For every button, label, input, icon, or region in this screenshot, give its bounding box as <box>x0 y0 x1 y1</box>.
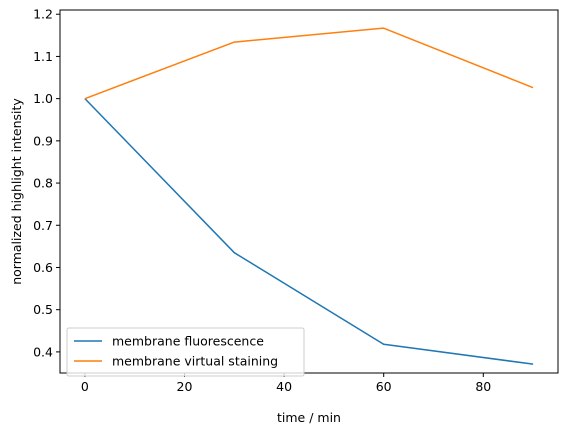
y-tick-label: 0.9 <box>33 133 53 148</box>
legend-box <box>66 327 305 377</box>
x-axis: 0 20 40 60 80 <box>81 373 491 394</box>
y-tick-label: 0.6 <box>33 260 53 275</box>
legend-label-2: membrane virtual staining <box>112 354 278 369</box>
x-axis-label: time / min <box>277 410 341 425</box>
y-tick-label: 0.5 <box>33 302 53 317</box>
x-tick-label: 60 <box>376 379 392 394</box>
y-tick-label: 0.8 <box>33 176 53 191</box>
legend: membrane fluorescence membrane virtual st… <box>66 327 305 377</box>
series-layer <box>84 27 534 365</box>
y-axis-label: normalized highlight intensity <box>9 98 24 285</box>
y-axis: 0.4 0.5 0.6 0.7 0.8 0.9 1.0 1.1 1.2 <box>33 7 60 359</box>
y-tick-label: 0.4 <box>33 344 53 359</box>
x-tick-label: 40 <box>276 379 292 394</box>
x-tick-label: 0 <box>81 379 89 394</box>
y-tick-label: 1.0 <box>33 91 53 106</box>
x-tick-label: 20 <box>177 379 193 394</box>
y-tick-label: 0.7 <box>33 218 53 233</box>
plot-frame <box>59 9 559 374</box>
plot-area <box>59 9 559 374</box>
legend-label-1: membrane fluorescence <box>112 334 264 349</box>
y-tick-label: 1.1 <box>33 49 53 64</box>
y-tick-label: 1.2 <box>33 7 53 22</box>
series-line-2 <box>84 27 534 100</box>
series-line-1 <box>84 98 534 365</box>
x-tick-label: 80 <box>475 379 491 394</box>
